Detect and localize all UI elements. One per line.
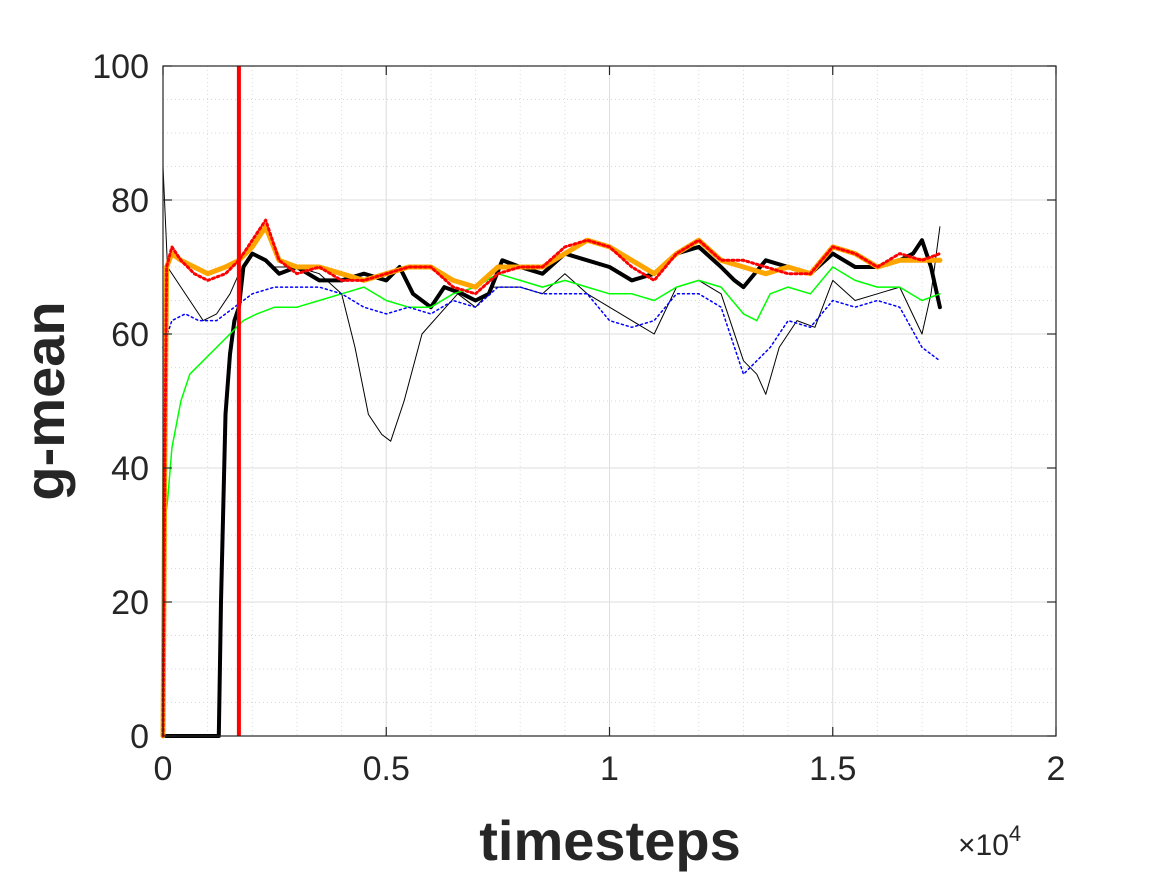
x-exponent-base: ×10: [958, 829, 1009, 862]
x-tick-label: 0: [154, 750, 173, 788]
y-axis-title: g-mean: [13, 301, 76, 500]
series-line-4: [162, 286, 941, 375]
series-line-3: [162, 266, 941, 536]
series-layer: [160, 166, 943, 739]
x-tick-label: 0.5: [363, 750, 410, 788]
series-line-6: [161, 218, 942, 738]
x-tick-label: 2: [1047, 750, 1066, 788]
x-tick-label: 1.5: [809, 750, 856, 788]
x-exponent-power: 4: [1009, 821, 1021, 846]
axis-ticks: [162, 65, 1057, 737]
x-exponent-label: ×104: [958, 821, 1021, 862]
y-tick-label: 80: [111, 182, 149, 220]
y-tick-label: 60: [111, 316, 149, 354]
x-tick-label: 1: [600, 750, 619, 788]
y-tick-label: 0: [130, 718, 149, 756]
x-axis-title: timesteps: [479, 809, 740, 872]
series-line-5: [160, 224, 943, 739]
y-tick-label: 100: [92, 48, 149, 86]
y-tick-label: 20: [111, 584, 149, 622]
y-tick-label: 40: [111, 450, 149, 488]
